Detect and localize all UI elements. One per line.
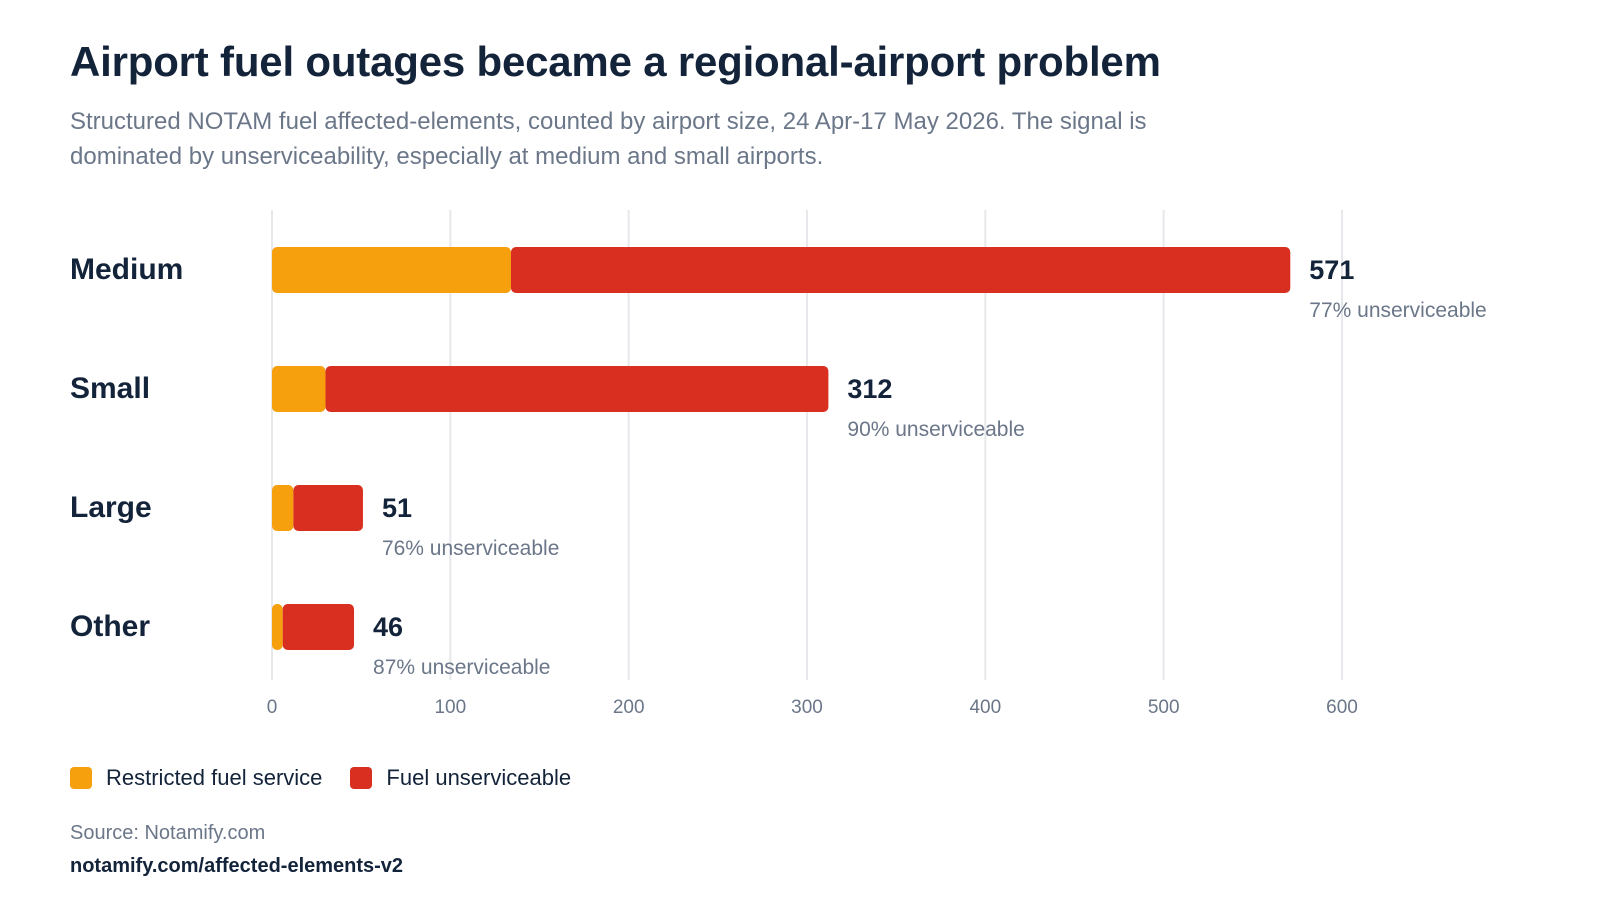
x-tick-label: 0 xyxy=(267,697,278,718)
bar-note-label: 90% unserviceable xyxy=(847,418,1024,441)
x-axis-ticks: 0 100 200 300 400 500 600 xyxy=(267,697,1358,718)
bar-segment-unserviceable xyxy=(293,485,363,531)
x-tick-label: 600 xyxy=(1326,697,1358,718)
bar-total-label: 51 xyxy=(382,493,412,523)
category-label: Large xyxy=(70,491,152,524)
x-tick-label: 100 xyxy=(434,697,466,718)
category-label: Other xyxy=(70,610,150,643)
bar-segment-unserviceable xyxy=(325,366,829,412)
legend-item-restricted: Restricted fuel service xyxy=(70,765,322,791)
bar-labels: Medium 571 77% unserviceable Small 312 90% un… xyxy=(70,253,1487,679)
source-url: notamify.com/affected-elements-v2 xyxy=(70,855,404,877)
category-label: Medium xyxy=(70,253,183,286)
bar-segment-restricted xyxy=(272,247,511,293)
x-tick-label: 400 xyxy=(969,697,1001,718)
bar-segment-unserviceable xyxy=(510,247,1291,293)
bar-total-label: 571 xyxy=(1309,255,1354,285)
category-label: Small xyxy=(70,372,150,405)
stacked-bar-chart: Medium 571 77% unserviceable Small 312 90% un… xyxy=(70,210,1487,718)
legend-swatch-restricted xyxy=(70,767,92,789)
x-tick-label: 300 xyxy=(791,697,823,718)
bar-segment-restricted xyxy=(272,604,283,650)
legend-label-unserviceable: Fuel unserviceable xyxy=(386,765,572,790)
source-text: Source: Notamify.com xyxy=(70,822,266,844)
legend-item-unserviceable: Fuel unserviceable xyxy=(350,765,571,791)
bar-total-label: 312 xyxy=(847,374,892,404)
chart-title: Airport fuel outages became a regional-a… xyxy=(70,38,1161,85)
bars xyxy=(272,247,1291,650)
legend-label-restricted: Restricted fuel service xyxy=(106,765,323,790)
bar-segment-restricted xyxy=(272,485,294,531)
x-tick-label: 200 xyxy=(613,697,645,718)
bar-note-label: 87% unserviceable xyxy=(373,656,550,679)
bar-segment-restricted xyxy=(272,366,326,412)
legend: Restricted fuel service Fuel unserviceab… xyxy=(70,765,599,791)
bar-note-label: 77% unserviceable xyxy=(1309,299,1486,322)
legend-swatch-unserviceable xyxy=(350,767,373,789)
bar-total-label: 46 xyxy=(373,612,403,642)
chart-subtitle: Structured NOTAM fuel affected-elements,… xyxy=(70,108,1147,170)
bar-note-label: 76% unserviceable xyxy=(382,537,559,560)
bar-segment-unserviceable xyxy=(282,604,355,650)
x-tick-label: 500 xyxy=(1148,697,1180,718)
